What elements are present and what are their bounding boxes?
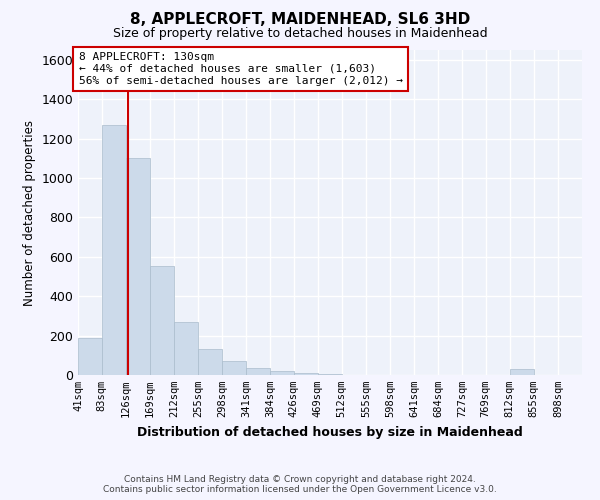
- Bar: [246, 368, 270, 375]
- Text: 8, APPLECROFT, MAIDENHEAD, SL6 3HD: 8, APPLECROFT, MAIDENHEAD, SL6 3HD: [130, 12, 470, 28]
- Bar: [78, 338, 101, 375]
- Bar: [101, 125, 125, 375]
- Bar: [293, 373, 317, 375]
- Bar: [149, 266, 174, 375]
- Bar: [317, 374, 342, 375]
- Text: Contains HM Land Registry data © Crown copyright and database right 2024.
Contai: Contains HM Land Registry data © Crown c…: [103, 474, 497, 494]
- Text: 8 APPLECROFT: 130sqm
← 44% of detached houses are smaller (1,603)
56% of semi-de: 8 APPLECROFT: 130sqm ← 44% of detached h…: [79, 52, 403, 86]
- Bar: [510, 369, 534, 375]
- X-axis label: Distribution of detached houses by size in Maidenhead: Distribution of detached houses by size …: [137, 426, 523, 438]
- Bar: [174, 322, 198, 375]
- Bar: [222, 361, 246, 375]
- Bar: [270, 371, 293, 375]
- Bar: [198, 350, 222, 375]
- Bar: [125, 158, 149, 375]
- Y-axis label: Number of detached properties: Number of detached properties: [23, 120, 36, 306]
- Text: Size of property relative to detached houses in Maidenhead: Size of property relative to detached ho…: [113, 28, 487, 40]
